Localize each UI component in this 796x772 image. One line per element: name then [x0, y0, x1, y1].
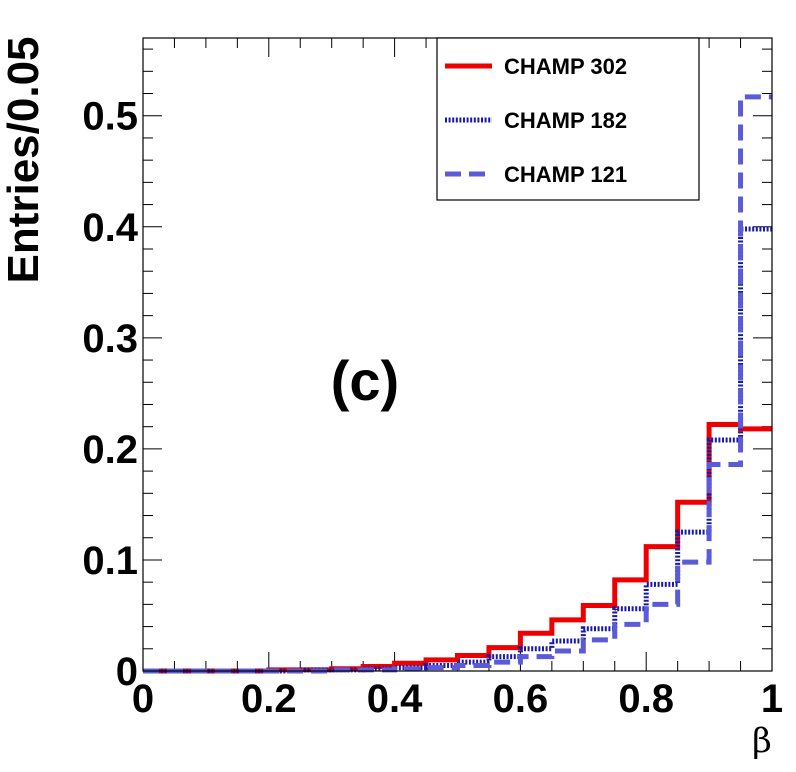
y-tick-label: 0.3	[82, 317, 138, 361]
x-tick-label: 1	[761, 677, 783, 721]
legend: CHAMP 302 CHAMP 182 CHAMP 121	[436, 37, 700, 201]
legend-label-champ-182: CHAMP 182	[504, 108, 627, 133]
x-tick-label: 0	[132, 677, 154, 721]
x-tick-label: 0.8	[618, 677, 674, 721]
y-tick-label: 0.2	[82, 428, 138, 472]
x-tick-label: 0.2	[241, 677, 297, 721]
y-tick-label: 0.5	[82, 95, 138, 139]
y-tick-label: 0.1	[82, 539, 138, 583]
x-tick-label: 0.4	[367, 677, 423, 721]
x-axis-title: β	[752, 721, 772, 761]
legend-label-champ-302: CHAMP 302	[504, 54, 627, 79]
y-tick-label: 0.4	[82, 206, 138, 250]
legend-label-champ-121: CHAMP 121	[504, 162, 627, 187]
y-tick-label: 0	[116, 650, 138, 694]
x-tick-label: 0.6	[493, 677, 549, 721]
y-axis-title: Entries/0.05	[0, 36, 48, 283]
y-tick-labels: 0 0.1 0.2 0.3 0.4 0.5	[82, 95, 138, 694]
panel-label: (c)	[331, 349, 399, 412]
x-tick-labels: 0 0.2 0.4 0.6 0.8 1	[132, 677, 783, 721]
